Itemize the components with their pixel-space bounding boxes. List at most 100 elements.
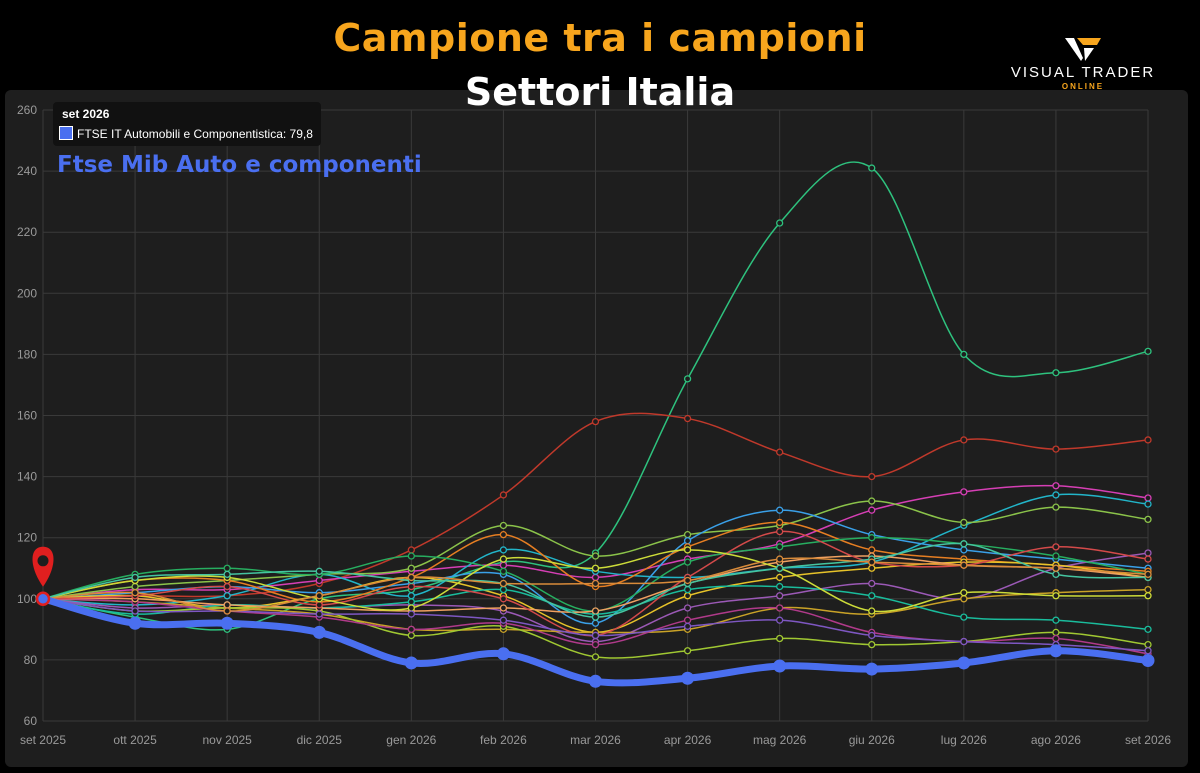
data-point[interactable] [683,558,692,566]
data-point[interactable] [1144,555,1152,563]
data-point[interactable] [1052,482,1060,490]
data-point[interactable] [683,414,692,423]
data-point[interactable] [223,564,231,572]
data-point[interactable] [683,546,692,554]
data-point[interactable] [776,518,784,527]
data-point[interactable] [960,546,968,554]
data-point[interactable] [404,656,418,670]
data-point[interactable] [868,534,876,542]
data-point[interactable] [1144,500,1152,508]
data-point[interactable] [1144,647,1152,655]
data-point[interactable] [776,573,784,582]
data-point[interactable] [315,610,323,618]
data-point[interactable] [407,625,415,633]
data-point[interactable] [868,592,876,600]
data-point[interactable] [776,527,784,536]
data-point[interactable] [776,543,784,551]
data-point[interactable] [1052,369,1060,377]
data-point[interactable] [131,582,139,591]
data-point[interactable] [220,616,234,630]
data-point[interactable] [683,585,692,594]
data-point[interactable] [499,530,508,539]
data-point[interactable] [776,616,784,624]
data-point[interactable] [683,537,692,545]
data-point[interactable] [868,607,876,615]
data-point[interactable] [1144,585,1152,594]
data-point[interactable] [776,634,784,643]
data-point[interactable] [1052,570,1060,579]
data-point[interactable] [868,579,876,588]
data-point[interactable] [499,521,508,530]
data-point[interactable] [1144,570,1152,579]
data-point[interactable] [499,604,508,612]
data-point[interactable] [683,604,692,612]
data-point[interactable] [868,546,876,554]
data-point[interactable] [776,448,784,456]
data-point[interactable] [1144,494,1152,502]
data-point[interactable] [868,564,876,572]
data-point[interactable] [312,625,326,639]
data-point[interactable] [776,582,784,591]
data-point[interactable] [960,350,968,359]
data-point[interactable] [776,592,784,600]
data-point[interactable] [776,564,784,572]
data-point[interactable] [1052,552,1060,560]
data-point[interactable] [223,592,231,600]
data-point[interactable] [868,558,876,566]
data-point[interactable] [591,631,600,640]
data-point[interactable] [499,595,508,603]
data-point[interactable] [1141,654,1155,668]
data-point[interactable] [499,616,508,624]
data-point[interactable] [960,589,968,597]
data-point[interactable] [868,506,876,514]
data-point[interactable] [499,546,508,554]
data-point[interactable] [591,564,600,572]
data-point[interactable] [407,546,415,554]
data-point[interactable] [1052,445,1060,453]
data-point[interactable] [591,417,600,426]
data-point[interactable] [1049,644,1063,658]
data-point[interactable] [131,573,139,582]
data-point[interactable] [407,631,415,640]
data-point[interactable] [223,601,231,609]
data-point[interactable] [960,595,968,603]
data-point[interactable] [499,555,508,563]
data-point[interactable] [407,564,415,572]
data-point[interactable] [960,561,968,569]
data-point[interactable] [496,647,510,661]
data-point[interactable] [683,616,692,624]
data-point[interactable] [1144,640,1152,649]
data-point[interactable] [407,598,415,606]
data-point[interactable] [865,662,879,676]
data-point[interactable] [960,540,968,548]
data-point[interactable] [407,573,415,582]
data-point[interactable] [591,573,600,582]
data-point[interactable] [499,561,508,569]
data-point[interactable] [1052,491,1060,499]
data-point[interactable] [957,656,971,670]
data-point[interactable] [683,375,692,383]
data-point[interactable] [1144,625,1152,633]
data-point[interactable] [776,219,784,227]
data-point[interactable] [407,604,415,612]
data-point[interactable] [960,488,968,496]
data-point[interactable] [589,674,602,688]
data-point[interactable] [407,592,415,600]
data-point[interactable] [1052,592,1060,600]
data-point[interactable] [131,607,139,615]
data-point[interactable] [591,653,600,661]
data-point[interactable] [591,619,600,627]
data-point[interactable] [1052,543,1060,551]
data-point[interactable] [591,579,600,588]
data-point[interactable] [1052,628,1060,637]
data-point[interactable] [868,640,876,649]
data-point[interactable] [868,164,876,172]
data-point[interactable] [499,567,508,575]
data-point[interactable] [960,436,968,444]
data-point[interactable] [1144,592,1152,600]
data-point[interactable] [683,592,692,600]
data-point[interactable] [868,631,876,640]
data-point[interactable] [131,589,139,597]
data-point[interactable] [223,570,231,579]
data-point[interactable] [1052,564,1060,572]
